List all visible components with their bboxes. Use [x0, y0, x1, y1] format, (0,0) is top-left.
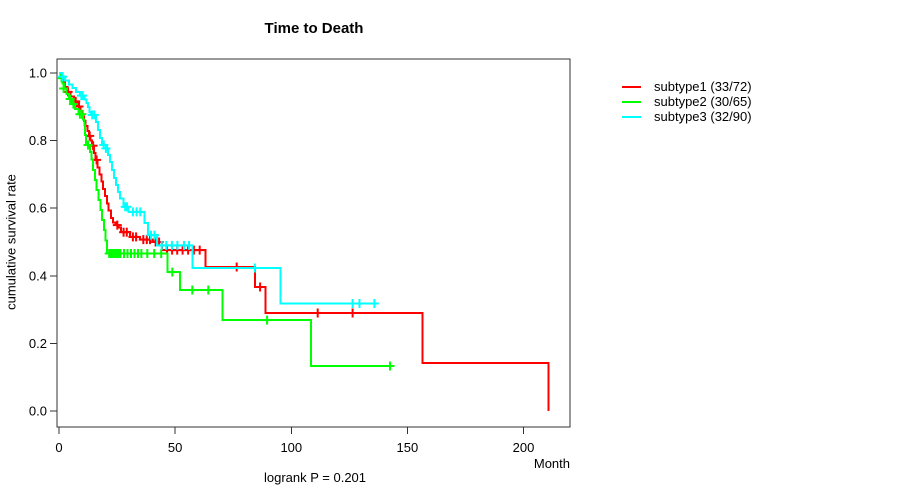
km-series-subtype1	[59, 72, 550, 411]
x-tick-label: 0	[55, 440, 62, 455]
logrank-annotation: logrank P = 0.201	[263, 470, 367, 485]
y-axis-ticks: 0.0 0.2 0.4 0.6 0.8 1.0	[29, 66, 57, 419]
km-curve-subtype2	[59, 72, 390, 367]
x-axis-ticks: 0 50 100 150 200	[55, 427, 534, 455]
chart-title: Time to Death	[264, 20, 364, 37]
y-tick-label: 0.6	[29, 201, 47, 216]
legend: subtype1 (33/72) subtype2 (30/65) subtype3…	[622, 79, 752, 124]
legend-line-swatch-subtype2	[622, 100, 641, 103]
legend-item-subtype3: subtype3 (32/90)	[622, 109, 752, 124]
km-series-subtype3	[58, 72, 379, 308]
censor-marks-subtype3	[58, 72, 379, 308]
legend-label-subtype1: subtype1 (33/72)	[654, 79, 752, 94]
legend-line-swatch-subtype1	[622, 85, 641, 88]
km-curve-subtype3	[59, 72, 375, 305]
x-tick-label: 200	[513, 440, 535, 455]
censor-marks-subtype2	[57, 73, 395, 371]
km-series-subtype2	[57, 72, 395, 371]
legend-line-swatch-subtype3	[622, 115, 641, 118]
plot-box	[56, 58, 571, 428]
x-tick-label: 50	[168, 440, 182, 455]
y-tick-label: 0.2	[29, 336, 47, 351]
y-tick-label: 0.0	[29, 404, 47, 419]
legend-item-subtype1: subtype1 (33/72)	[622, 79, 752, 94]
y-tick-label: 0.8	[29, 133, 47, 148]
x-axis-title: Month	[533, 456, 570, 471]
legend-label-subtype2: subtype2 (30/65)	[654, 94, 752, 109]
x-tick-label: 150	[397, 440, 419, 455]
legend-item-subtype2: subtype2 (30/65)	[622, 94, 752, 109]
x-tick-label: 100	[280, 440, 302, 455]
y-tick-label: 1.0	[29, 66, 47, 81]
legend-label-subtype3: subtype3 (32/90)	[654, 109, 752, 124]
km-curve-subtype1	[59, 72, 550, 411]
y-tick-label: 0.4	[29, 268, 47, 283]
